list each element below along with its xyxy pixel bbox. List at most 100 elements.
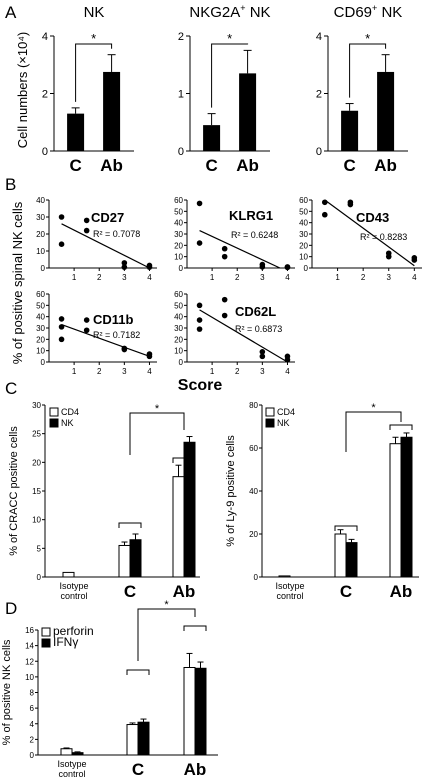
y-tick-label: 0: [42, 146, 48, 158]
bar: [183, 667, 196, 756]
y-tick-label: 10: [36, 247, 45, 256]
data-point: [221, 312, 228, 319]
data-point: [146, 353, 153, 360]
data-point: [196, 302, 203, 309]
category-label-line: control: [58, 769, 85, 778]
bar: [60, 748, 73, 756]
regression-line: [324, 199, 415, 267]
bar: [194, 667, 207, 756]
regression-line: [199, 309, 288, 363]
y-tick-label: 0: [37, 573, 42, 582]
y-tick-label: 40: [36, 196, 45, 205]
significance-star: *: [155, 403, 160, 415]
y-tick-label: 0: [179, 358, 184, 367]
bar: [239, 73, 257, 151]
regression-line: [61, 324, 150, 357]
y-tick-label: 2: [42, 89, 48, 101]
data-point: [259, 349, 266, 355]
y-tick-label: 10: [174, 253, 183, 262]
regression-line: [61, 223, 150, 269]
category-label: Ab: [173, 582, 196, 601]
y-tick-label: 20: [249, 530, 258, 539]
y-tick-label: 10: [32, 516, 41, 525]
significance-star: *: [164, 599, 169, 611]
y-tick-label: 30: [174, 230, 183, 239]
chart-d-perforin-ifng: 0 2 4 6 8 10 12 14 16 % of positive NK cells Isoty…: [1, 599, 218, 778]
category-label-line: Isotype: [275, 581, 304, 591]
category-label: C: [132, 760, 144, 778]
y-tick-label: 60: [174, 290, 183, 299]
bar: [67, 113, 85, 151]
significance-star: *: [227, 31, 232, 46]
data-point: [221, 245, 228, 252]
panel-b-ylabel: % of positive spinal NK cells: [10, 201, 25, 364]
y-tick-label: 0: [179, 264, 184, 273]
significance-bracket: [129, 412, 185, 455]
legend-label: CD4: [277, 407, 295, 417]
group-bracket: [334, 525, 358, 531]
title-post: NK: [246, 4, 271, 21]
bar: [129, 539, 142, 578]
y-tick-label: 0: [30, 751, 35, 760]
group-bracket: [389, 424, 413, 430]
category-label: Isotype control: [57, 759, 86, 778]
panel-letter-d: D: [5, 599, 17, 618]
marker-label: KLRG1: [229, 208, 273, 223]
data-point: [196, 326, 203, 332]
marker-label: CD43: [356, 210, 389, 225]
x-tick-label: 3: [260, 367, 265, 376]
title-sup: +: [372, 3, 377, 13]
y-tick-label: 14: [25, 642, 34, 651]
category-label: C: [205, 156, 217, 175]
legend-swatch: [41, 638, 51, 648]
panel-letter-c: C: [5, 379, 17, 398]
chart-a-nk: 0 2 4 NK C Ab *: [42, 4, 134, 175]
significance-star: *: [365, 31, 370, 46]
y-tick-label: 50: [174, 207, 183, 216]
x-tick-label: 4: [285, 367, 290, 376]
x-tick-label: 2: [361, 273, 366, 282]
y-tick-label: 30: [32, 401, 41, 410]
group-bracket: [118, 522, 142, 528]
y-tick-label: 25: [32, 430, 41, 439]
y-tick-label: 50: [299, 207, 308, 216]
y-tick-label: 30: [299, 230, 308, 239]
data-point: [58, 316, 65, 322]
y-tick-label: 1: [178, 89, 184, 101]
bar: [172, 476, 185, 578]
legend-swatch: [49, 407, 59, 417]
data-point: [83, 327, 90, 334]
y-tick-label: 30: [36, 324, 45, 333]
y-tick-label: 4: [42, 31, 48, 43]
x-tick-label: 1: [72, 367, 77, 376]
bar: [389, 443, 402, 578]
category-label: Ab: [374, 156, 397, 175]
y-tick-label: 20: [36, 230, 45, 239]
significance-bracket: [137, 608, 196, 661]
y-tick-label: 8: [30, 689, 35, 698]
bar: [341, 110, 359, 151]
y-tick-label: 2: [178, 31, 184, 43]
data-point: [121, 260, 128, 266]
r-squared-label: R² = 0.6248: [231, 230, 278, 240]
x-tick-label: 4: [147, 367, 152, 376]
y-tick-label: 40: [174, 219, 183, 228]
y-tick-label: 0: [178, 146, 184, 158]
category-label: C: [124, 582, 136, 601]
category-label-line: Isotype: [59, 581, 88, 591]
y-tick-label: 15: [32, 487, 41, 496]
title-main: NK: [84, 4, 105, 21]
y-tick-label: 60: [299, 196, 308, 205]
title-sup: +: [240, 3, 245, 13]
data-point: [58, 214, 65, 220]
y-tick-label: 0: [304, 264, 309, 273]
bar: [118, 544, 131, 578]
y-tick-label: 60: [249, 444, 258, 453]
y-tick-label: 12: [25, 657, 34, 666]
category-label: C: [340, 582, 352, 601]
data-point: [284, 264, 291, 271]
bar: [278, 575, 291, 578]
bar: [71, 752, 84, 756]
y-tick-label: 4: [30, 720, 35, 729]
category-label-line: control: [60, 591, 87, 601]
